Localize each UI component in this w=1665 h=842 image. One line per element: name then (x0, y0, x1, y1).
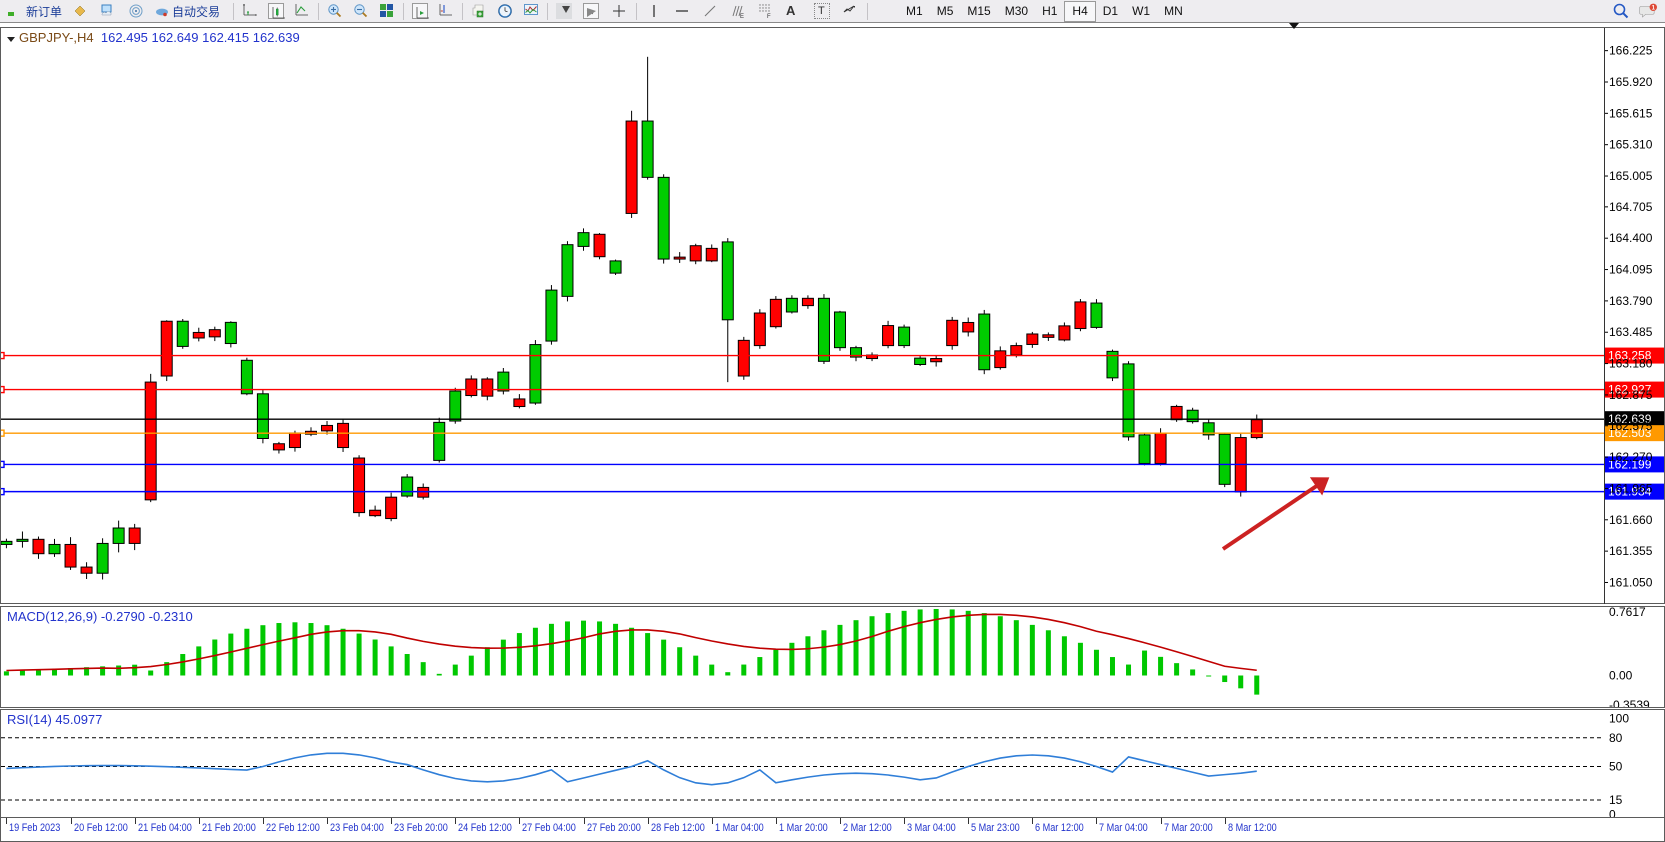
svg-text:165.005: 165.005 (1609, 169, 1653, 183)
svg-text:165.615: 165.615 (1609, 106, 1653, 120)
svg-text:E: E (740, 14, 744, 19)
svg-text:163.485: 163.485 (1609, 325, 1653, 339)
svg-text:100: 100 (1609, 712, 1629, 726)
svg-text:161.965: 161.965 (1609, 481, 1653, 495)
svg-text:166.225: 166.225 (1609, 44, 1653, 58)
svg-text:0.00: 0.00 (1609, 669, 1633, 683)
svg-text:162.575: 162.575 (1609, 419, 1653, 433)
svg-text:163.790: 163.790 (1609, 294, 1653, 308)
svg-text:164.400: 164.400 (1609, 231, 1653, 245)
svg-text:162.270: 162.270 (1609, 450, 1653, 464)
svg-text:161.050: 161.050 (1609, 575, 1653, 589)
svg-text:15: 15 (1609, 793, 1623, 807)
svg-text:161.355: 161.355 (1609, 544, 1653, 558)
svg-text:164.095: 164.095 (1609, 263, 1653, 277)
svg-text:162.875: 162.875 (1609, 388, 1653, 402)
svg-text:50: 50 (1609, 759, 1623, 773)
svg-text:80: 80 (1609, 731, 1623, 745)
svg-text:161.660: 161.660 (1609, 513, 1653, 527)
svg-text:165.920: 165.920 (1609, 75, 1653, 89)
svg-text:0.7617: 0.7617 (1609, 607, 1646, 619)
svg-text:F: F (767, 14, 771, 19)
svg-text:-0.3539: -0.3539 (1609, 698, 1650, 707)
svg-text:0: 0 (1609, 807, 1616, 817)
svg-text:164.705: 164.705 (1609, 200, 1653, 214)
svg-text:165.310: 165.310 (1609, 138, 1653, 152)
svg-text:163.180: 163.180 (1609, 357, 1653, 371)
